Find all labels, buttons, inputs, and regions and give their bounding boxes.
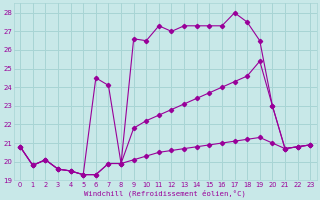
X-axis label: Windchill (Refroidissement éolien,°C): Windchill (Refroidissement éolien,°C) xyxy=(84,189,246,197)
